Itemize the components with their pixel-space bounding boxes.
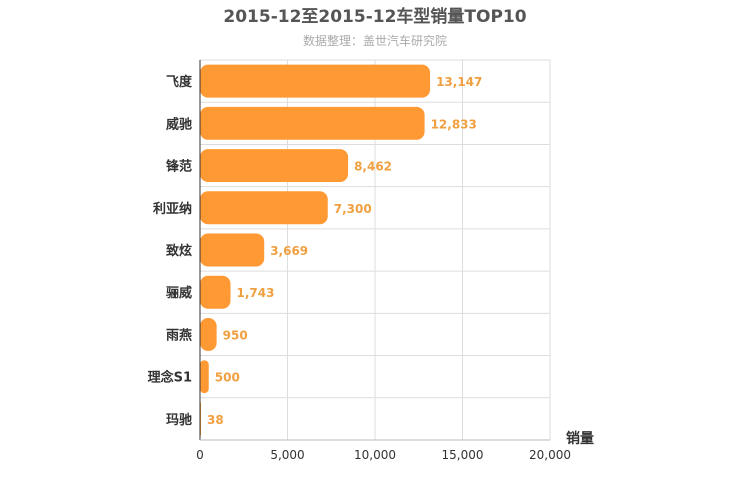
bar[interactable] xyxy=(200,106,425,140)
chart-title: 2015-12至2015-12车型销量TOP10 xyxy=(223,6,526,27)
bar-value-label: 500 xyxy=(215,371,240,385)
bar[interactable] xyxy=(200,275,231,309)
bar-value-label: 13,147 xyxy=(436,75,482,89)
category-label: 致炫 xyxy=(166,243,192,259)
x-tick-label: 20,000 xyxy=(529,448,571,462)
category-label: 雨燕 xyxy=(166,327,192,343)
category-label: 飞度 xyxy=(166,74,193,90)
bar-value-label: 8,462 xyxy=(354,160,392,174)
x-tick-label: 10,000 xyxy=(354,448,396,462)
bar-value-label: 1,743 xyxy=(237,286,275,300)
bar[interactable] xyxy=(200,149,349,183)
bar-value-label: 3,669 xyxy=(270,244,308,258)
bar-value-label: 12,833 xyxy=(431,117,477,131)
bars-layer: 13,147 12,833 8,462 7,300 3,669 1,743 950 500 38 xyxy=(200,64,482,436)
bar[interactable] xyxy=(200,360,209,394)
chart-subtitle: 数据整理：盖世汽车研究院 xyxy=(303,33,447,48)
category-label: 威驰 xyxy=(166,116,192,132)
x-tick-label: 0 xyxy=(196,448,204,462)
bar-value-label: 38 xyxy=(207,413,224,427)
category-label: 理念S1 xyxy=(148,370,192,386)
category-label: 骊威 xyxy=(166,285,192,301)
bar[interactable] xyxy=(200,64,431,98)
bar[interactable] xyxy=(200,317,217,351)
category-label: 锋范 xyxy=(166,159,192,175)
bar-value-label: 7,300 xyxy=(334,202,372,216)
category-label: 利亚纳 xyxy=(153,201,192,217)
category-label: 玛驰 xyxy=(166,413,192,428)
bar-value-label: 950 xyxy=(223,328,248,342)
x-axis-title: 销量 xyxy=(566,430,594,447)
x-tick-label: 5,000 xyxy=(270,448,304,462)
x-tick-label: 15,000 xyxy=(442,448,484,462)
bar[interactable] xyxy=(200,233,265,267)
bar[interactable] xyxy=(200,191,328,225)
